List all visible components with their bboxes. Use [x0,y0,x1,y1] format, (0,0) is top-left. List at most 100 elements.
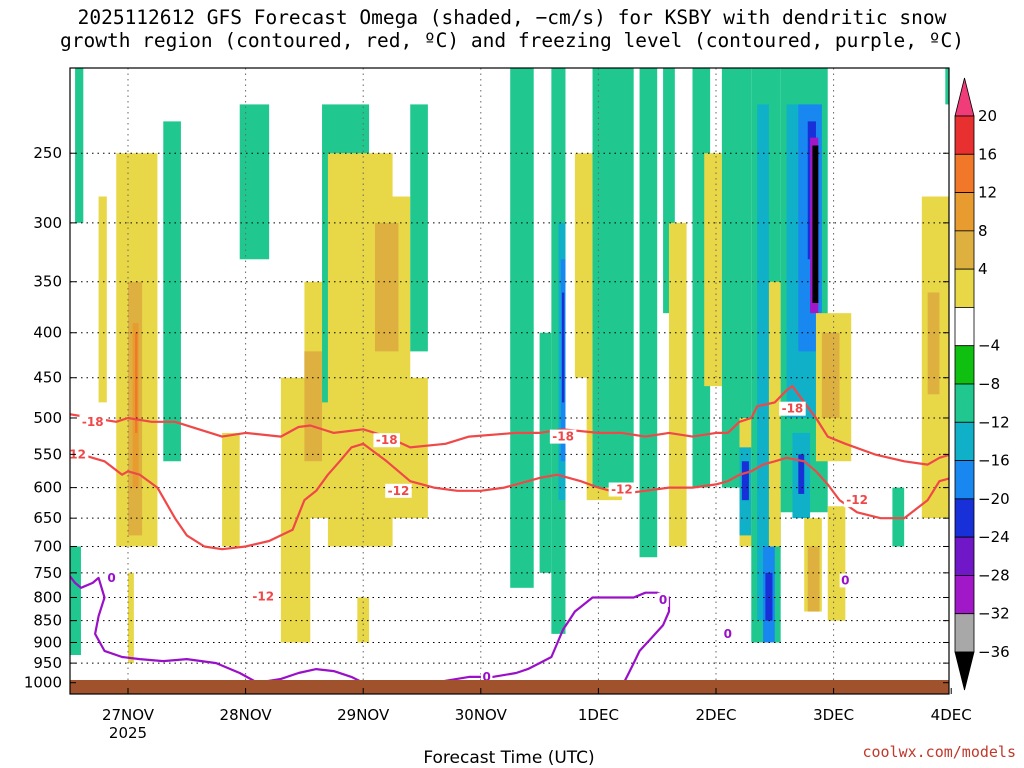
colorbar-label-13: −36 [978,643,1010,661]
y-tick-label-650: 650 [33,509,62,527]
omega-shade-28 [574,153,593,378]
contour-label-1-4: -12 [846,493,868,507]
colorbar-segment-6 [954,345,975,385]
colorbar-segment-12 [954,575,975,615]
contour-label-0-2: -18 [552,430,574,444]
y-tick-label-400: 400 [33,324,62,342]
omega-shade-10 [239,104,270,260]
y-tick-label-1000: 1000 [24,674,62,692]
contour-line-0 [70,385,949,466]
colorbar-label-5: −4 [978,337,1000,355]
colorbar-segment-9 [954,460,975,500]
contour-label-0-0: -18 [82,415,104,429]
omega-shade-36 [704,153,722,387]
contour-label-bg-1-0 [70,447,89,462]
omega-shade-44 [765,572,773,621]
omega-shade-33 [663,68,675,314]
contour-label-0-1: -18 [376,433,398,447]
x-axis-title: Forecast Time (UTC) [423,748,594,768]
contour-label-1-2: -12 [388,484,410,498]
omega-shade-22 [510,68,534,588]
omega-shade-21 [357,597,370,643]
omega-shade-53 [798,454,805,494]
omega-shade-2 [98,196,107,403]
contour-label-2-0: 0 [107,571,115,585]
omega-shade-9 [163,121,181,462]
contour-label-bg-0-3 [779,401,806,416]
x-tick-sublabel-27NOV: 2025 [109,724,147,742]
colorbar-label-2: 12 [978,184,997,202]
plot-frame [69,67,950,695]
contour-label-1-1: -12 [252,590,274,604]
colorbar-label-10: −24 [978,528,1010,546]
y-tick-label-250: 250 [33,144,62,162]
colorbar-segment-1 [954,153,975,193]
omega-shade-0 [16,68,24,351]
omega-shade-32 [639,68,658,558]
contour-label-bg-0-0 [79,414,106,429]
credit-text: coolwx.com/models [862,743,1016,761]
omega-shade-8 [70,546,81,655]
contour-label-2-1: 0 [483,670,491,684]
y-tick-label-750: 750 [33,564,62,582]
y-tick-label-300: 300 [33,214,62,232]
omega-shade-34 [668,222,687,547]
contour-label-bg-2-0 [105,570,118,585]
colorbar-segment-13 [954,613,975,653]
omega-shade-61 [927,292,940,395]
y-tick-label-450: 450 [33,369,62,387]
colorbar-label-3: 8 [978,222,988,240]
omega-shade-6 [135,332,138,433]
contour-label-bg-0-1 [373,433,400,448]
omega-shade-42 [757,104,769,621]
colorbar-segment-5 [954,307,975,347]
contour-label-2-2: 0 [659,593,667,607]
y-tick-label-350: 350 [33,273,62,291]
omega-shade-57 [821,332,840,418]
colorbar-label-12: −32 [978,605,1010,623]
colorbar-segment-7 [954,383,975,423]
contour-label-1-3: -12 [611,483,633,497]
x-tick-label-1DEC: 1DEC [578,706,619,724]
colorbar-segment-2 [954,192,975,232]
chart-title-line-2: growth region (contoured, red, ºC) and f… [60,29,964,52]
contour-label-1-0: -12 [64,447,86,461]
y-axis: 250 300 350 400 450 500 550 600 650 700 750 800 850 9… [24,144,949,692]
omega-shade-27 [561,292,565,403]
x-tick-label-3DEC: 3DEC [813,706,854,724]
colorbar-segment-8 [954,421,975,461]
omega-shade-51 [812,145,819,303]
contour-label-bg-1-4 [843,493,871,508]
omega-shade-59 [892,487,905,547]
omega-shade-18 [374,222,399,352]
x-tick-label-2DEC: 2DEC [695,706,736,724]
y-tick-label-700: 700 [33,537,62,555]
chart-title: 2025112612 GFS Forecast Omega (shaded, −… [0,6,1024,52]
contour-label-2-3: 0 [724,627,732,641]
y-tick-label-900: 900 [33,633,62,651]
x-tick-label-4DEC: 4DEC [931,706,972,724]
colorbar-label-9: −20 [978,490,1010,508]
colorbar-label-0: 20 [978,107,997,125]
contour-label-bg-1-3 [608,482,636,497]
colorbar-segment-4 [954,268,975,308]
contour-label-bg-1-1 [249,589,277,604]
x-tick-label-28NOV: 28NOV [220,706,273,724]
colorbar-bottom-arrow [954,651,975,691]
contour-label-0-3: -18 [782,402,804,416]
contour-label-bg-2-2 [657,592,669,607]
colorbar-label-7: −12 [978,413,1010,431]
temperature-contours: -18 -18 -18 -18 -12 -12 -12 -12 -12 0 0 0 0 0 [64,385,949,688]
colorbar-label-6: −8 [978,375,1000,393]
y-tick-label-850: 850 [33,612,62,630]
colorbar-label-1: 16 [978,145,997,163]
colorbar-label-4: 4 [978,260,988,278]
omega-shade-7 [128,572,134,664]
colorbar-label-11: −28 [978,566,1010,584]
y-tick-label-950: 950 [33,654,62,672]
omega-shade-14 [304,351,323,462]
x-tick-label-30NOV: 30NOV [455,706,508,724]
colorbar-top-arrow [954,77,975,117]
